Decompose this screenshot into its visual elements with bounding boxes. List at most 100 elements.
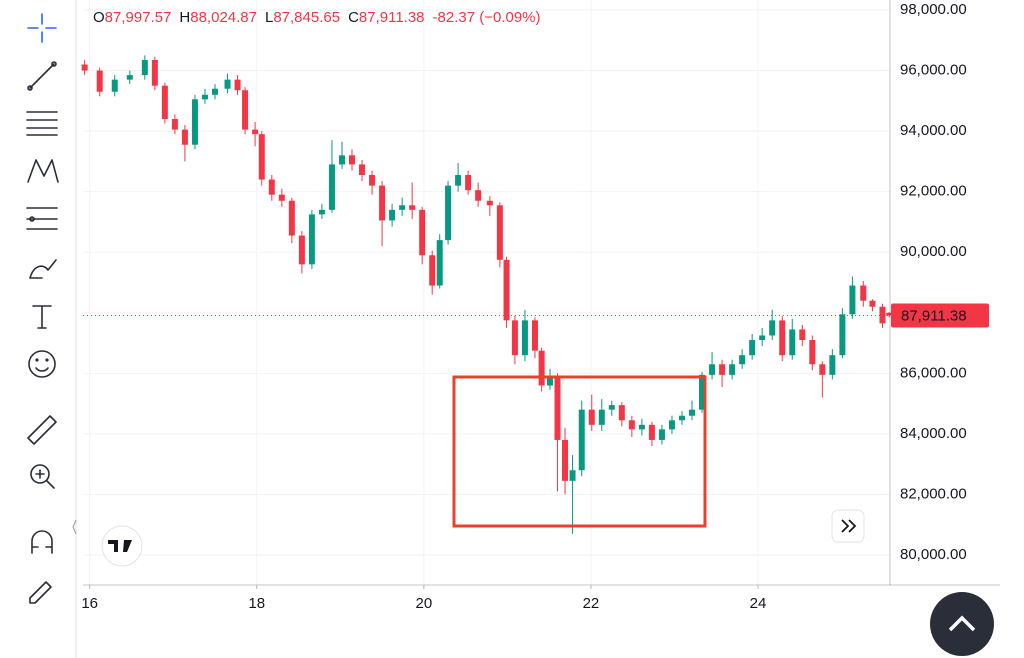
trend-line-tool[interactable] <box>27 61 57 91</box>
candle-body <box>588 409 595 425</box>
candle-body <box>503 259 510 321</box>
ohlc-key: L <box>265 9 273 26</box>
x-tick-label: 22 <box>583 595 600 612</box>
y-tick-label: 96,000.00 <box>900 62 967 79</box>
tv-logo[interactable] <box>101 525 143 567</box>
y-tick-label: 92,000.00 <box>900 183 967 200</box>
ohlc-value: 88,024.87 <box>190 9 257 26</box>
y-tick-label: 98,000.00 <box>900 1 967 18</box>
candle-body <box>465 175 472 191</box>
candle-body <box>268 179 275 195</box>
candle-body <box>399 205 406 210</box>
candle-body <box>126 75 133 80</box>
candle-body <box>258 134 265 180</box>
candle-body <box>809 340 816 365</box>
scroll-top-button[interactable] <box>930 592 994 656</box>
ohlc-change: -82.37 (−0.09%) <box>433 9 541 26</box>
y-tick-label: 94,000.00 <box>900 122 967 139</box>
candle-body <box>569 470 576 481</box>
emoji-tool[interactable] <box>28 350 56 378</box>
candle-body <box>521 320 528 356</box>
x-tick-label: 24 <box>750 595 767 612</box>
candle-body <box>618 405 625 421</box>
candle-body <box>369 175 376 186</box>
candle-body <box>242 90 249 130</box>
candle-body <box>349 155 355 165</box>
candle-body <box>769 320 776 336</box>
candle-body <box>201 94 208 100</box>
candle-body <box>81 64 88 71</box>
candle-body <box>338 155 345 165</box>
candle-body <box>151 59 158 86</box>
candle-body <box>96 70 103 92</box>
candle-body <box>819 364 826 375</box>
candle-body <box>486 200 493 206</box>
brush-tool[interactable] <box>29 259 57 279</box>
candle-body <box>531 320 538 351</box>
y-tick-label: 86,000.00 <box>900 364 967 381</box>
candle-body <box>879 306 886 324</box>
magnet-tool[interactable] <box>31 530 53 554</box>
toolbar <box>26 13 77 604</box>
collapse-toolbar[interactable] <box>72 519 77 535</box>
candle-body <box>171 118 178 130</box>
y-tick-label: 80,000.00 <box>900 546 967 563</box>
candle-body <box>318 209 325 215</box>
candle-body <box>111 79 118 92</box>
candle-body <box>839 314 846 356</box>
candle-body <box>496 205 503 260</box>
last-price-tag <box>891 303 989 328</box>
text-tool[interactable] <box>32 305 52 329</box>
prediction-tool[interactable] <box>26 207 58 230</box>
candle-body <box>749 340 756 356</box>
highlight-box[interactable] <box>452 375 707 528</box>
candle-body <box>298 235 305 265</box>
ohlc-key: H <box>179 9 190 26</box>
candle-body <box>455 175 462 186</box>
candle-body <box>546 376 553 386</box>
lock-draw-tool[interactable] <box>29 581 52 604</box>
ruler-tool[interactable] <box>27 415 57 445</box>
fib-tool[interactable] <box>26 111 58 136</box>
y-tick-label: 84,000.00 <box>900 425 967 442</box>
candle-body <box>719 364 726 375</box>
candle-body <box>278 194 285 201</box>
candle-body <box>829 355 836 375</box>
candle-body <box>429 255 436 286</box>
y-tick-label: 82,000.00 <box>900 485 967 502</box>
pattern-tool[interactable] <box>27 159 59 183</box>
ohlc-key: O <box>93 9 105 26</box>
candle-body <box>598 409 605 425</box>
zoom-tool[interactable] <box>30 464 55 489</box>
ohlc-value: 87,911.38 <box>359 9 425 26</box>
candle-body <box>389 209 396 221</box>
ohlc-legend: O87,997.57 H88,024.87 L87,845.65 C87,911.38… <box>93 9 541 26</box>
candle-body <box>608 405 615 410</box>
candle-body <box>562 439 569 481</box>
last-price-label: 87,911.38 <box>901 307 967 324</box>
candle-body <box>699 374 706 410</box>
ohlc-value: 87,845.65 <box>273 9 340 26</box>
candle-body <box>141 59 148 76</box>
candle-body <box>689 409 696 416</box>
candle-body <box>191 99 198 145</box>
candle-body <box>668 420 675 430</box>
candle-body <box>359 164 366 176</box>
candle-body <box>789 329 796 356</box>
candle-body <box>678 415 685 421</box>
candle-body <box>658 429 665 440</box>
candle-body <box>578 409 585 471</box>
x-tick-label: 20 <box>416 595 433 612</box>
ohlc-key: C <box>348 9 359 26</box>
candle-body <box>436 240 443 286</box>
x-tick-label: 18 <box>248 595 265 612</box>
scroll-right-button[interactable] <box>831 509 865 543</box>
candle-body <box>445 185 452 241</box>
candle-body <box>181 129 188 145</box>
crosshair-tool[interactable] <box>27 13 57 43</box>
candle-body <box>628 420 635 430</box>
candle-body <box>869 300 876 307</box>
candle-body <box>511 320 518 356</box>
ohlc-text: O87,997.57 H88,024.87 L87,845.65 C87,911.38… <box>93 9 541 26</box>
